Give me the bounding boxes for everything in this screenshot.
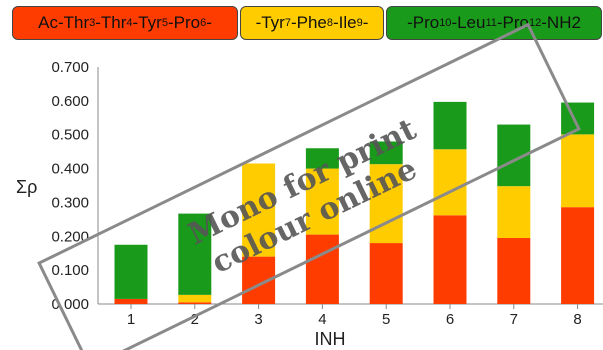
y-tick-label: 0.500	[51, 127, 89, 144]
x-tick-label: 4	[318, 311, 326, 328]
bar-segment-3	[178, 213, 212, 295]
bar-segment-1	[305, 234, 339, 304]
bar-segment-3	[114, 244, 148, 299]
bar-segment-3	[369, 141, 403, 165]
x-tick-label: 6	[446, 311, 454, 328]
bar-segment-1	[561, 207, 595, 304]
x-tick-label: 1	[127, 311, 135, 328]
bar-segment-1	[178, 302, 212, 304]
bar-segment-1	[497, 237, 531, 304]
watermark-frame	[37, 22, 581, 350]
bar-segment-2	[497, 186, 531, 238]
bar-segment-1	[114, 298, 148, 304]
bar-segment-2	[242, 163, 276, 257]
x-tick-label: 8	[573, 311, 581, 328]
bar-segment-2	[305, 168, 339, 235]
x-tick-label: 7	[510, 311, 518, 328]
x-tick-label: 3	[254, 311, 262, 328]
bar-segment-2	[433, 149, 467, 216]
bar-segment-1	[433, 215, 467, 304]
x-tick-label: 2	[191, 311, 199, 328]
bar-segment-3	[305, 148, 339, 169]
bar-segment-2	[561, 134, 595, 208]
y-axis-title: Σρ	[16, 177, 37, 197]
x-axis-title: INH	[315, 329, 346, 349]
y-tick-label: 0.100	[51, 262, 89, 279]
y-tick-label: 0.400	[51, 161, 89, 178]
y-tick-label: 0.700	[51, 59, 89, 76]
legend-item-segment-1: Ac-Thr 3 -Thr 4 -Tyr 5 -Pro 6-	[12, 6, 238, 40]
y-tick-label: 0.200	[51, 228, 89, 245]
x-tick-label: 5	[382, 311, 390, 328]
x-tick-labels: 1 2 3 4 5 6 7 8	[127, 304, 582, 328]
legend-item-segment-2: -Tyr 7 -Phe 8 -Ile 9-	[240, 6, 384, 40]
y-tick-label: 0.600	[51, 93, 89, 110]
bar-segment-1	[369, 243, 403, 304]
legend-item-segment-3: -Pro 10 -Leu 11 -Pro 12 -NH2	[386, 6, 602, 40]
bar-segment-3	[433, 101, 467, 150]
y-tick-label: 0.300	[51, 194, 89, 211]
bar-segment-2	[178, 294, 212, 303]
